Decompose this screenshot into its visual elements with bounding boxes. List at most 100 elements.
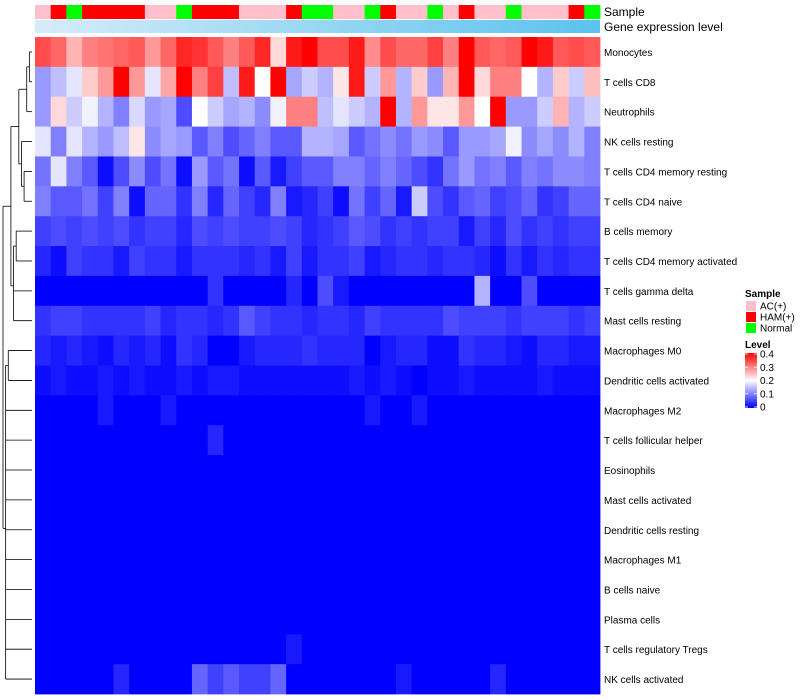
- heatmap-cell: [333, 365, 350, 396]
- heatmap-cell: [82, 425, 99, 456]
- heatmap-cell: [160, 246, 177, 277]
- heatmap-cell: [474, 37, 491, 68]
- heatmap-cell: [176, 126, 193, 157]
- legend-sample-swatch: [746, 301, 756, 311]
- sample-cell: [270, 5, 287, 19]
- row-label: NK cells resting: [604, 138, 673, 149]
- heatmap-cell: [474, 186, 491, 217]
- sample-cell: [97, 5, 114, 19]
- heatmap-cell: [458, 96, 475, 127]
- heatmap-cell: [223, 425, 240, 456]
- heatmap-cell: [348, 37, 365, 68]
- heatmap-cell: [443, 335, 460, 366]
- heatmap-cell: [333, 66, 350, 98]
- heatmap-cell: [207, 365, 224, 396]
- heatmap-cell: [458, 514, 475, 546]
- heatmap-cell: [82, 305, 99, 337]
- heatmap-cell: [301, 335, 318, 366]
- heatmap-cell: [568, 634, 585, 665]
- heatmap-cell: [223, 66, 240, 98]
- heatmap-cell: [458, 126, 475, 157]
- heatmap-cell: [411, 425, 428, 456]
- heatmap-cell: [395, 186, 413, 217]
- heatmap-cell: [521, 37, 538, 68]
- heatmap-cell: [552, 604, 570, 635]
- heatmap-cell: [443, 604, 460, 635]
- heatmap-cell: [191, 574, 209, 605]
- heatmap-cell: [395, 455, 413, 486]
- heatmap-cell: [411, 604, 428, 635]
- heatmap-cell: [521, 484, 538, 516]
- heatmap-cell: [364, 96, 381, 127]
- heatmap-cell: [333, 335, 350, 366]
- heatmap-cell: [35, 604, 52, 635]
- heatmap-cell: [66, 305, 83, 337]
- heatmap-cell: [584, 246, 601, 277]
- heatmap-cell: [521, 634, 538, 665]
- heatmap-cell: [411, 455, 428, 486]
- heatmap-cell: [113, 37, 130, 68]
- heatmap-cell: [239, 126, 256, 157]
- heatmap-cell: [191, 246, 209, 277]
- heatmap-cell: [191, 305, 209, 337]
- heatmap-cell: [270, 275, 287, 307]
- heatmap-cell: [97, 335, 114, 366]
- heatmap-cell: [144, 275, 161, 307]
- heatmap-cell: [176, 455, 193, 486]
- heatmap-cell: [223, 395, 240, 426]
- heatmap-cell: [286, 634, 303, 665]
- heatmap-cell: [66, 365, 83, 396]
- heatmap-cell: [207, 305, 224, 337]
- heatmap-cell: [35, 365, 52, 396]
- heatmap-cell: [380, 455, 397, 486]
- heatmap-cell: [160, 335, 177, 366]
- heatmap-cell: [239, 514, 256, 546]
- legend-sample-swatch: [746, 312, 756, 322]
- heatmap-cell: [191, 275, 209, 307]
- heatmap-cell: [537, 604, 554, 635]
- heatmap-cell: [427, 395, 444, 426]
- heatmap-cell: [395, 365, 413, 396]
- heatmap-cell: [82, 96, 99, 127]
- heatmap-cell: [129, 305, 146, 337]
- heatmap-cell: [521, 156, 538, 187]
- heatmap-cell: [317, 246, 334, 277]
- heatmap-cell: [411, 96, 428, 127]
- heatmap-cell: [537, 186, 554, 217]
- heatmap-cell: [144, 37, 161, 68]
- heatmap-cell: [443, 96, 460, 127]
- row-label: T cells CD4 naive: [604, 197, 683, 208]
- sample-cell: [191, 5, 209, 19]
- heatmap-cell: [458, 335, 475, 366]
- heatmap-cell: [50, 275, 67, 307]
- heatmap-cell: [427, 574, 444, 605]
- heatmap-cell: [160, 305, 177, 337]
- heatmap-cell: [521, 186, 538, 217]
- heatmap-cell: [537, 634, 554, 665]
- heatmap-cell: [537, 156, 554, 187]
- heatmap-cell: [458, 246, 475, 277]
- heatmap-cell: [50, 305, 67, 337]
- heatmap-cell: [254, 126, 271, 157]
- heatmap-cell: [160, 544, 177, 575]
- heatmap-cell: [521, 66, 538, 98]
- heatmap-cell: [144, 156, 161, 187]
- heatmap-cell: [490, 425, 507, 456]
- heatmap-cell: [505, 544, 522, 575]
- heatmap-cell: [129, 156, 146, 187]
- heatmap-cell: [35, 246, 52, 277]
- heatmap-cell: [505, 156, 522, 187]
- heatmap-cell: [552, 126, 570, 157]
- heatmap-cell: [490, 395, 507, 426]
- heatmap-cell: [113, 604, 130, 635]
- heatmap-cell: [380, 126, 397, 157]
- heatmap-cell: [82, 455, 99, 486]
- heatmap-cell: [301, 186, 318, 217]
- heatmap-cell: [207, 96, 224, 127]
- heatmap-cell: [176, 37, 193, 68]
- sample-cell: [568, 5, 585, 19]
- heatmap-cell: [129, 246, 146, 277]
- heatmap-cell: [348, 604, 365, 635]
- heatmap-cell: [380, 246, 397, 277]
- heatmap-cell: [254, 574, 271, 605]
